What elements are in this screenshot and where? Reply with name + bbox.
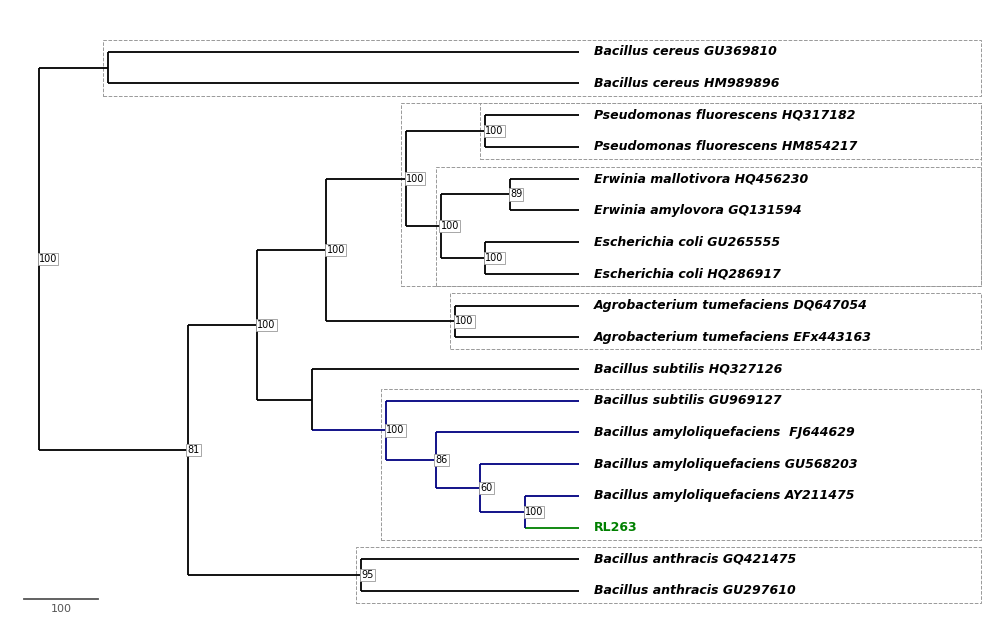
Text: Bacillus amyloliquefaciens AY211475: Bacillus amyloliquefaciens AY211475	[594, 490, 855, 503]
Bar	[436, 167, 981, 286]
Text: Erwinia amylovora GQ131594: Erwinia amylovora GQ131594	[594, 204, 802, 217]
Bar	[356, 547, 981, 603]
Bar	[401, 103, 981, 286]
Text: Bacillus amyloliquefaciens GU568203: Bacillus amyloliquefaciens GU568203	[594, 457, 858, 470]
Text: 100: 100	[326, 245, 345, 255]
Text: 100: 100	[441, 221, 459, 232]
Text: 100: 100	[257, 320, 275, 330]
Text: 100: 100	[386, 425, 404, 435]
Text: 100: 100	[51, 604, 72, 614]
Text: 95: 95	[361, 570, 374, 580]
Text: Bacillus subtilis GU969127: Bacillus subtilis GU969127	[594, 394, 782, 407]
Text: 60: 60	[480, 483, 492, 493]
Text: 100: 100	[485, 253, 504, 263]
Bar	[450, 293, 981, 349]
Text: Pseudomonas fluorescens HQ317182: Pseudomonas fluorescens HQ317182	[594, 109, 856, 122]
Text: 100: 100	[525, 507, 543, 517]
Text: 100: 100	[485, 126, 504, 136]
Text: Escherichia coli HQ286917: Escherichia coli HQ286917	[594, 267, 781, 280]
Bar	[381, 389, 981, 540]
Text: 100: 100	[406, 173, 424, 184]
Text: Bacillus anthracis GQ421475: Bacillus anthracis GQ421475	[594, 553, 796, 566]
Text: 89: 89	[510, 189, 522, 199]
Text: Bacillus cereus HM989896: Bacillus cereus HM989896	[594, 77, 780, 90]
Text: Agrobacterium tumefaciens EFx443163: Agrobacterium tumefaciens EFx443163	[594, 331, 872, 344]
Text: 81: 81	[188, 445, 200, 455]
Text: RL263: RL263	[594, 521, 638, 534]
Bar	[103, 40, 981, 95]
Text: 86: 86	[436, 455, 448, 465]
Text: Escherichia coli GU265555: Escherichia coli GU265555	[594, 236, 780, 249]
Text: Agrobacterium tumefaciens DQ647054: Agrobacterium tumefaciens DQ647054	[594, 299, 868, 312]
Text: 100: 100	[455, 316, 474, 326]
Bar	[480, 103, 981, 159]
Text: Bacillus anthracis GU297610: Bacillus anthracis GU297610	[594, 584, 796, 597]
Text: Bacillus cereus GU369810: Bacillus cereus GU369810	[594, 45, 777, 58]
Text: Erwinia mallotivora HQ456230: Erwinia mallotivora HQ456230	[594, 172, 808, 185]
Text: 100: 100	[39, 254, 57, 264]
Text: Pseudomonas fluorescens HM854217: Pseudomonas fluorescens HM854217	[594, 141, 858, 154]
Text: Bacillus subtilis HQ327126: Bacillus subtilis HQ327126	[594, 363, 783, 376]
Text: Bacillus amyloliquefaciens  FJ644629: Bacillus amyloliquefaciens FJ644629	[594, 426, 855, 439]
